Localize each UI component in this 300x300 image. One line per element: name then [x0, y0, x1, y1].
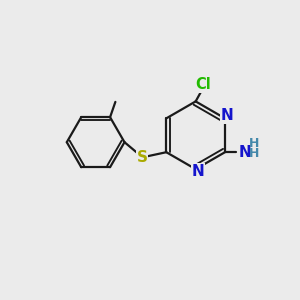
Text: S: S	[137, 150, 148, 165]
Text: H: H	[249, 137, 260, 151]
Text: Cl: Cl	[195, 77, 211, 92]
Text: N: N	[221, 109, 234, 124]
Text: H: H	[249, 147, 260, 160]
Text: N: N	[238, 145, 251, 160]
Text: N: N	[192, 164, 204, 179]
